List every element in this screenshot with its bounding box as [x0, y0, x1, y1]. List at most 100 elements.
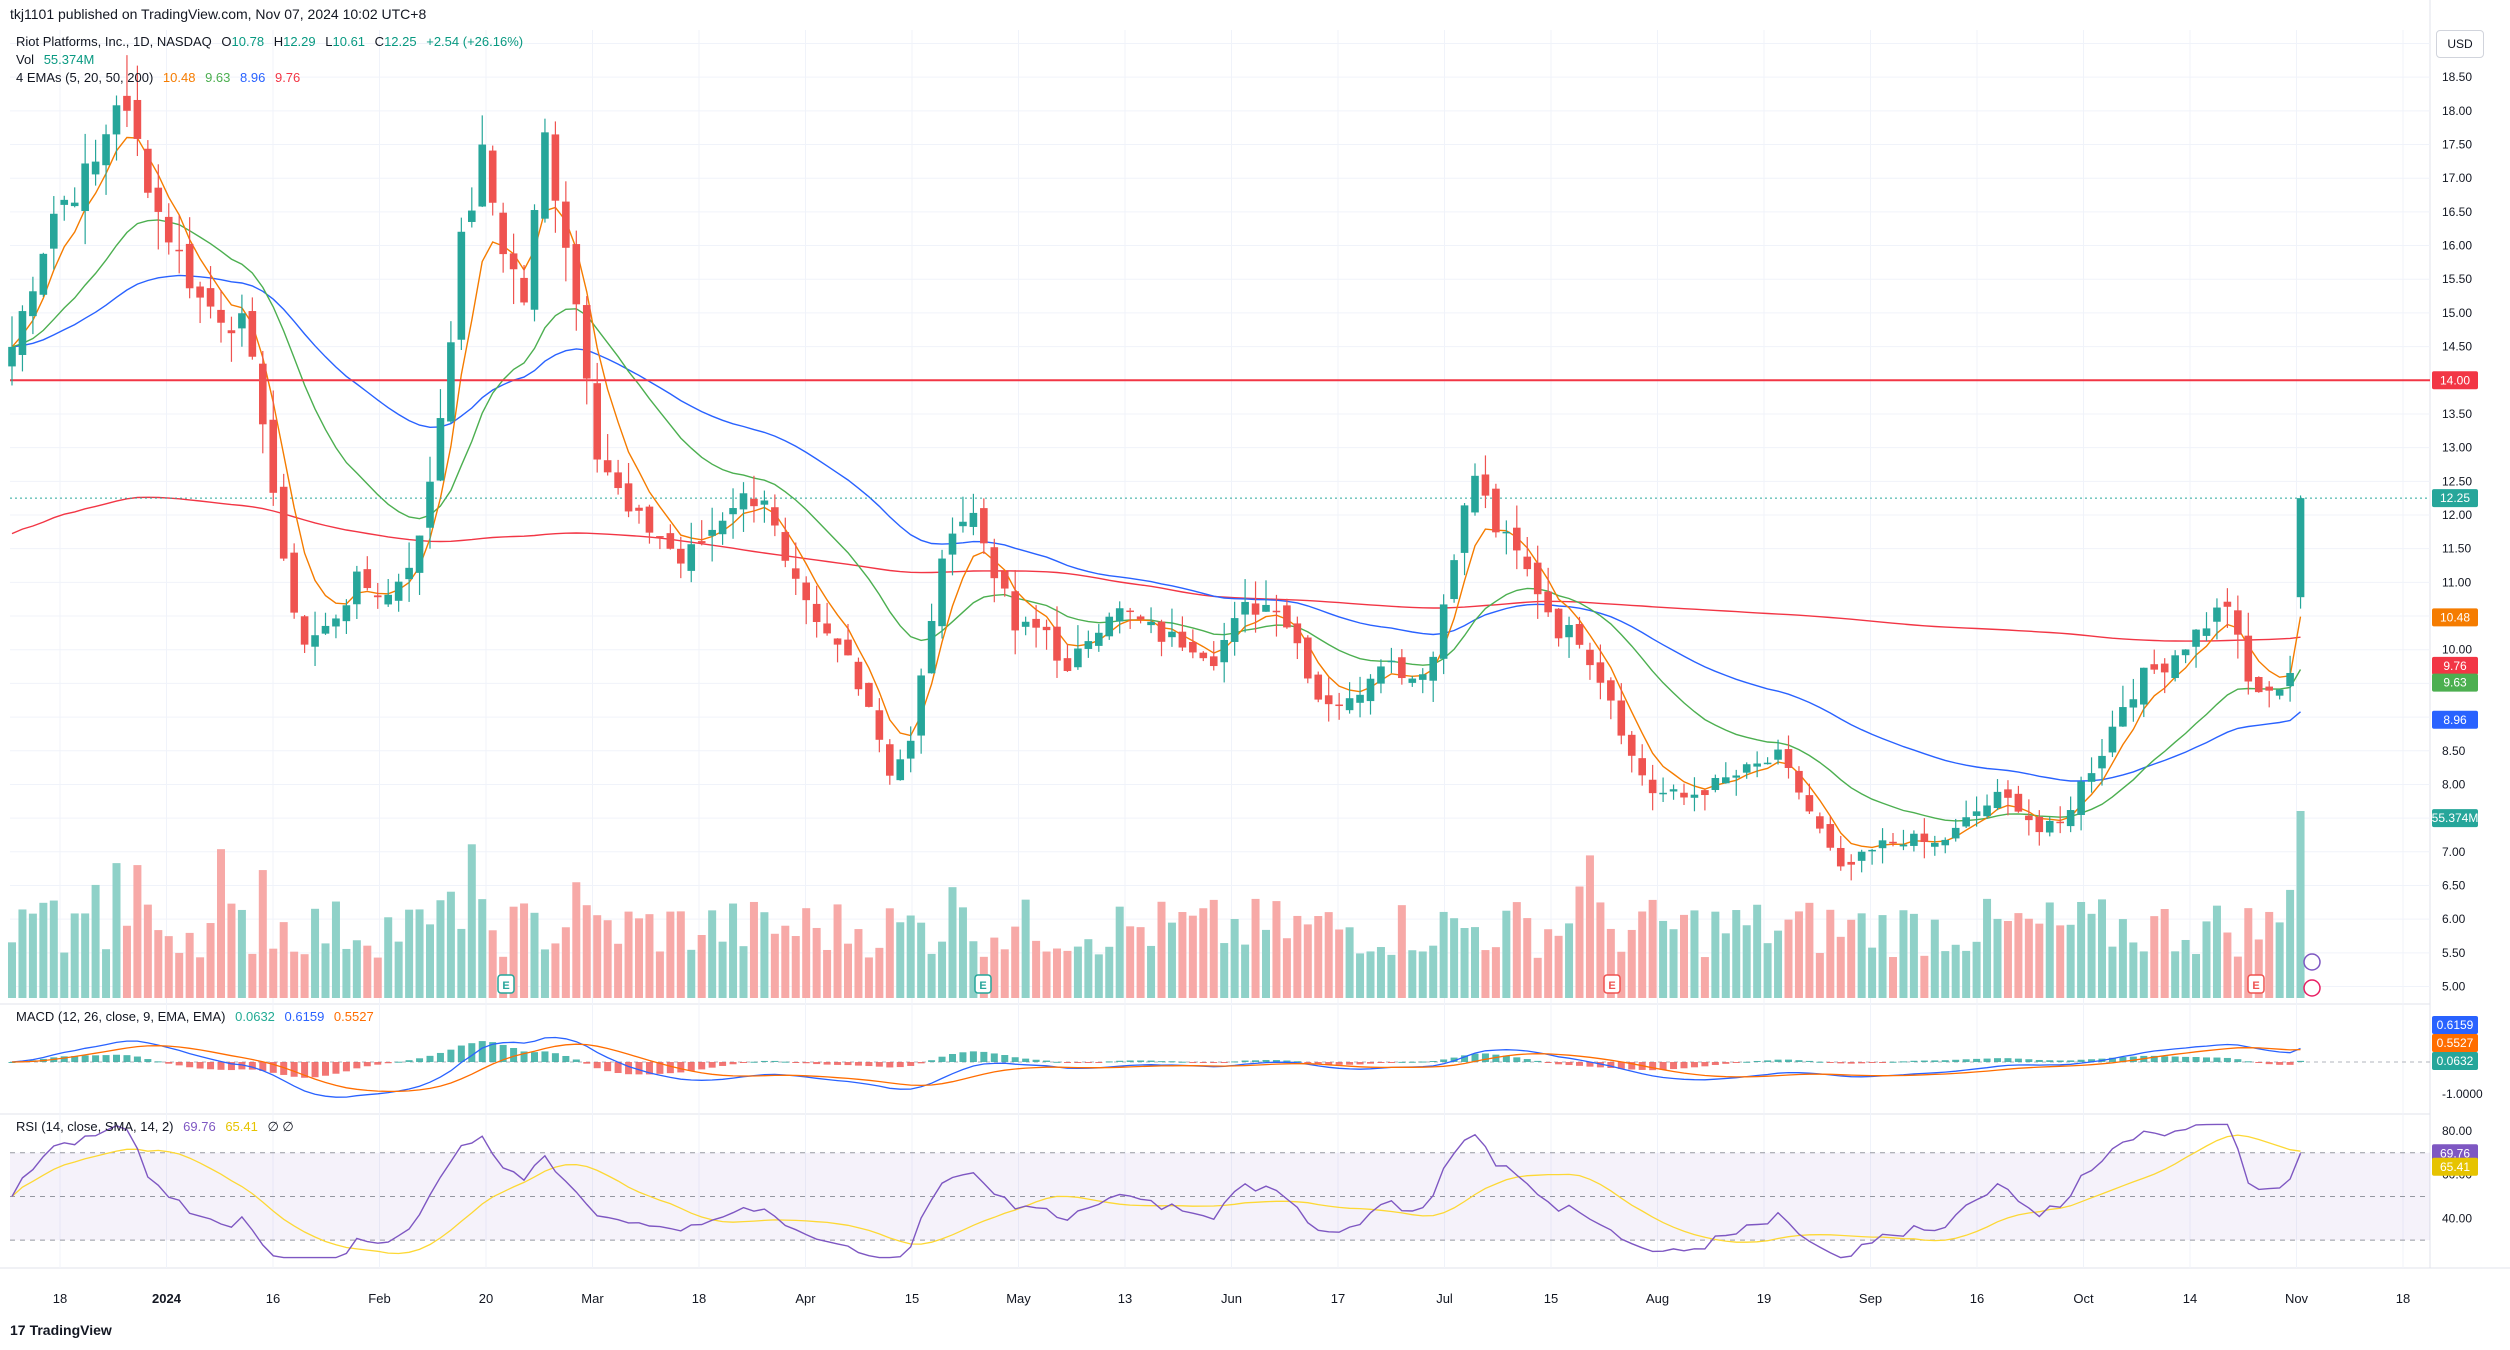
volume-bar — [1627, 929, 1636, 998]
macd-histogram-bar — [1952, 1059, 1960, 1062]
macd-histogram-bar — [489, 1042, 497, 1062]
macd-histogram-bar — [1774, 1059, 1782, 1062]
price-tick-label: 13.00 — [2442, 441, 2472, 455]
macd-histogram-bar — [1252, 1060, 1260, 1062]
macd-histogram-bar — [1785, 1059, 1792, 1062]
macd-histogram-bar — [133, 1056, 141, 1062]
candle-body — [175, 249, 183, 252]
volume-bar — [1021, 899, 1030, 998]
macd-histogram-bar — [1419, 1061, 1427, 1063]
symbol-name[interactable]: Riot Platforms, Inc., 1D, NASDAQ — [16, 34, 212, 49]
candle-body — [1627, 734, 1636, 756]
volume-bar — [1565, 923, 1574, 998]
earnings-icon — [2247, 974, 2265, 994]
candle-body — [300, 616, 309, 645]
price-tick-label: 7.00 — [2442, 845, 2466, 859]
macd-histogram-bar — [2119, 1056, 2127, 1062]
volume-bar — [823, 949, 832, 998]
volume-bar — [1481, 950, 1490, 998]
price-tick-label: 11.50 — [2442, 542, 2471, 556]
candle-body — [394, 581, 403, 601]
macd-histogram-bar — [196, 1062, 204, 1069]
candle-body — [1147, 621, 1155, 626]
macd-histogram-bar — [2150, 1055, 2158, 1062]
macd-histogram-bar — [102, 1055, 110, 1062]
volume-bar — [154, 930, 163, 998]
candle-body — [123, 95, 131, 111]
volume-bar — [1063, 950, 1072, 998]
macd-histogram-bar — [2192, 1057, 2200, 1062]
macd-histogram-bar — [572, 1059, 580, 1062]
candle-body — [1209, 656, 1218, 667]
macd-histogram-bar — [499, 1044, 507, 1062]
candle-body — [906, 740, 915, 759]
macd-histogram-bar — [1001, 1055, 1009, 1062]
time-tick-label: May — [1006, 1291, 1031, 1306]
candle-body — [1648, 779, 1657, 794]
symbol-legend[interactable]: Riot Platforms, Inc., 1D, NASDAQ O10.78 … — [16, 34, 529, 49]
volume-bar — [1648, 899, 1657, 998]
candle-body — [1554, 608, 1563, 639]
ema-legend[interactable]: 4 EMAs (5, 20, 50, 200) 10.48 9.63 8.96 … — [16, 70, 306, 85]
candle-body — [311, 635, 319, 647]
volume-bar — [363, 945, 372, 998]
volume-bar — [217, 849, 225, 998]
tradingview-logo[interactable]: 17 TradingView — [10, 1322, 112, 1338]
currency-button[interactable]: USD — [2436, 30, 2484, 58]
rsi-line — [11, 1123, 2302, 1259]
volume-bar — [854, 929, 863, 998]
candle-body — [217, 309, 225, 323]
candle-body — [562, 201, 570, 248]
macd-histogram-bar — [1053, 1061, 1061, 1063]
price-tick-label: 5.00 — [2442, 980, 2466, 994]
volume-bar — [1889, 957, 1897, 998]
volume-bar — [2254, 939, 2263, 998]
volume-bar — [1439, 911, 1448, 998]
volume-bar — [1157, 901, 1166, 998]
macd-histogram-bar — [834, 1062, 842, 1065]
rsi-legend[interactable]: RSI (14, close, SMA, 14, 2) 69.76 65.41 … — [16, 1119, 300, 1135]
macd-histogram-bar — [1168, 1061, 1176, 1063]
volume-bar — [572, 882, 581, 998]
price-tick-label: 8.50 — [2442, 744, 2466, 758]
rsi-badge — [2432, 1144, 2478, 1163]
macd-histogram-bar — [593, 1062, 601, 1069]
macd-histogram-bar — [238, 1062, 246, 1070]
macd-histogram-bar — [729, 1062, 737, 1065]
macd-histogram-bar — [928, 1060, 936, 1062]
candle-body — [1680, 792, 1688, 798]
macd-legend[interactable]: MACD (12, 26, close, 9, EMA, EMA) 0.0632… — [16, 1009, 380, 1024]
volume-bar — [2150, 916, 2159, 998]
volume-bar — [2077, 901, 2086, 998]
volume-bar — [1209, 899, 1218, 998]
dividend-icon — [2303, 979, 2321, 997]
macd-histogram-bar — [541, 1051, 549, 1062]
ema-label: 4 EMAs (5, 20, 50, 200) — [16, 70, 154, 85]
volume-legend[interactable]: Vol 55.374M — [16, 52, 100, 67]
macd-histogram-bar — [969, 1051, 977, 1062]
candle-body — [39, 253, 48, 295]
candle-body — [1429, 656, 1437, 681]
macd-histogram-bar — [1534, 1060, 1542, 1062]
macd-histogram-bar — [468, 1043, 476, 1062]
candle-body — [1262, 604, 1270, 612]
volume-bar — [1241, 944, 1250, 998]
macd-histogram-bar — [1262, 1059, 1270, 1062]
time-tick-label: 16 — [1970, 1291, 1984, 1306]
macd-histogram-bar — [1293, 1061, 1301, 1063]
macd-histogram-bar — [1189, 1062, 1197, 1063]
volume-bar — [1418, 951, 1427, 998]
candle-body — [2202, 628, 2211, 636]
tradingview-logo-icon: 17 — [10, 1322, 26, 1338]
macd-histogram-bar — [1011, 1057, 1019, 1062]
macd-histogram-bar — [666, 1062, 674, 1074]
candle-body — [1366, 678, 1375, 702]
volume-bar — [760, 912, 769, 998]
volume-bar — [2286, 889, 2295, 998]
macd-histogram-bar — [886, 1062, 894, 1068]
macd-signal-value: 0.5527 — [333, 1009, 374, 1024]
volume-bar — [1941, 951, 1950, 998]
macd-histogram-bar — [1805, 1060, 1813, 1062]
volume-bar — [1356, 953, 1365, 998]
